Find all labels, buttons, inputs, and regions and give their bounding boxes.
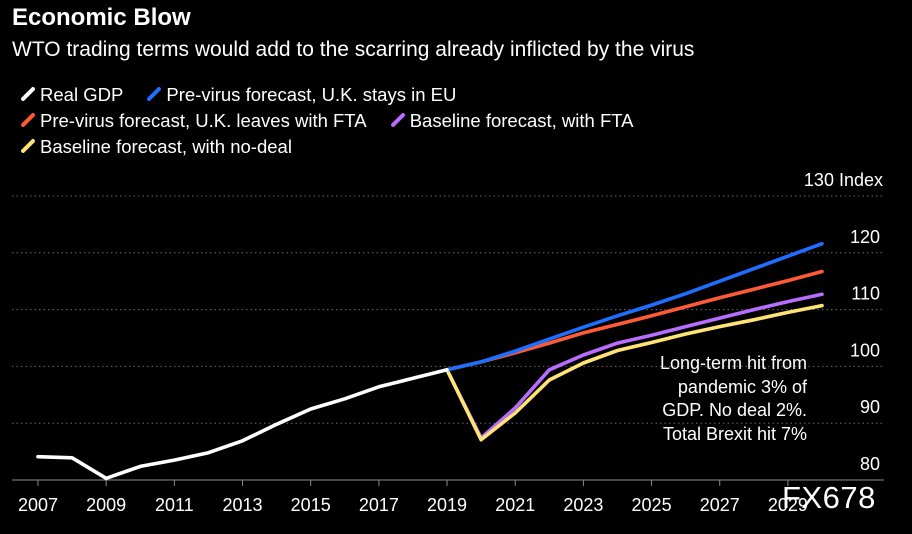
legend-item-real-gdp: Real GDP	[16, 82, 123, 108]
x-tick-label: 2015	[291, 495, 331, 515]
x-tick-label: 2017	[359, 495, 399, 515]
x-tick-label: 2025	[632, 495, 672, 515]
chart-title: Economic Blow	[12, 4, 191, 31]
x-tick-label: 2013	[222, 495, 262, 515]
x-tick-label: 2029	[768, 495, 808, 515]
chart-annotation: Long-term hit from pandemic 3% of GDP. N…	[659, 353, 807, 444]
legend-label: Pre-virus forecast, U.K. stays in EU	[166, 84, 457, 105]
legend-item-baseline-fta: Baseline forecast, with FTA	[386, 108, 634, 134]
y-tick-label: 130 Index	[804, 170, 883, 190]
x-tick-label: 2019	[427, 495, 467, 515]
x-tick-label: 2009	[86, 495, 126, 515]
y-tick-label: 90	[860, 397, 880, 417]
series-line-baseline-forecast-with-fta	[445, 292, 824, 440]
legend-label: Baseline forecast, with no-deal	[40, 136, 292, 157]
legend: Real GDP Pre-virus forecast, U.K. stays …	[16, 82, 648, 160]
y-tick-label: 120	[850, 227, 880, 247]
legend-label: Real GDP	[40, 84, 124, 105]
legend-label: Baseline forecast, with FTA	[409, 110, 634, 131]
x-tick-label: 2011	[155, 495, 194, 515]
legend-item-baseline-no-deal: Baseline forecast, with no-deal	[16, 134, 292, 160]
x-tick-label: 2021	[495, 495, 535, 515]
x-tick-label: 2023	[563, 495, 603, 515]
series-line-baseline-forecast-with-no-deal	[445, 303, 824, 442]
series-line-real-gdp	[36, 367, 449, 481]
chart-subtitle: WTO trading terms would add to the scarr…	[12, 38, 695, 61]
series-line-pre-virus-forecast-u-k-stays-in-eu	[445, 241, 824, 372]
y-tick-label: 100	[850, 340, 880, 360]
watermark: FX678	[782, 480, 876, 515]
legend-item-leaves-with-fta: Pre-virus forecast, U.K. leaves with FTA	[16, 108, 367, 134]
x-tick-label: 2027	[700, 495, 740, 515]
y-tick-label: 80	[860, 454, 880, 474]
x-tick-label: 2007	[18, 495, 58, 515]
legend-label: Pre-virus forecast, U.K. leaves with FTA	[40, 110, 367, 131]
y-tick-label: 110	[851, 284, 880, 304]
legend-item-stays-in-eu: Pre-virus forecast, U.K. stays in EU	[142, 82, 456, 108]
